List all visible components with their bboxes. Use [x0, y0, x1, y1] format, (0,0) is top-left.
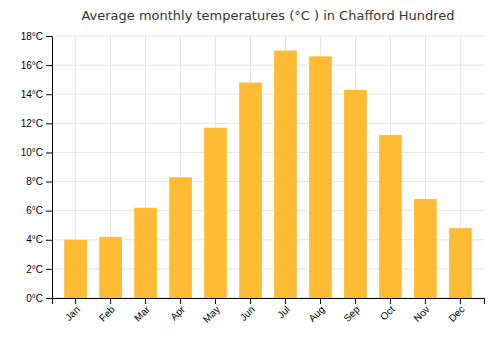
y-tick-label: 14°C [21, 89, 43, 100]
y-tick-mark [46, 240, 52, 241]
bar [134, 208, 157, 298]
x-tick-label: Mar [132, 303, 152, 323]
y-tick-mark [46, 94, 52, 95]
y-tick-mark [46, 152, 52, 153]
y-tick-mark [46, 211, 52, 212]
y-tick: 4°C [26, 234, 52, 245]
y-axis: 0°C 2°C 4°C 6°C 8°C 10°C 12°C 14°C 16°C 18°C [21, 31, 53, 304]
x-tick-label: Aug [306, 304, 326, 324]
axis-line [53, 299, 485, 305]
x-tick-mark [320, 298, 321, 304]
x-tick: Oct [378, 298, 397, 322]
y-tick-label: 4°C [26, 234, 43, 245]
y-tick: 10°C [21, 147, 52, 158]
y-tick-label: 16°C [21, 60, 43, 71]
x-tick-label: Nov [411, 304, 431, 324]
y-tick-label: 12°C [21, 118, 43, 129]
y-tick: 14°C [21, 89, 52, 100]
x-tick-mark [75, 298, 76, 304]
x-tick-label: Jan [63, 304, 82, 323]
x-tick-mark [180, 298, 181, 304]
x-tick-mark [285, 298, 286, 304]
y-tick-mark [46, 182, 52, 183]
bar [379, 135, 402, 298]
x-tick-mark [250, 298, 251, 304]
bar [169, 177, 192, 298]
title: Average monthly temperatures (°C ) in Ch… [81, 8, 454, 23]
bar [344, 90, 367, 298]
grid-line-y [52, 65, 484, 66]
y-tick-mark [46, 269, 52, 270]
y-tick-mark [46, 123, 52, 124]
x-tick-mark [215, 298, 216, 304]
bar [414, 199, 437, 298]
x-tick-label: Oct [378, 304, 397, 323]
x-tick-mark [355, 298, 356, 304]
chart: Jan Feb Mar Apr May Jun Jul Aug Sep Oct Nov Dec 0°C 2… [0, 0, 500, 350]
y-tick: 16°C [21, 60, 52, 71]
plot: Jan Feb Mar Apr May Jun Jul Aug Sep Oct Nov Dec 0°C 2… [21, 31, 485, 325]
bar [99, 237, 122, 298]
x-tick: Aug [306, 298, 326, 324]
y-tick: 12°C [21, 118, 52, 129]
x-tick-label: Dec [446, 304, 466, 324]
x-tick: Mar [132, 298, 152, 324]
y-tick: 6°C [26, 205, 52, 216]
x-tick: Feb [97, 298, 117, 324]
grid-line-y [52, 123, 484, 124]
bar [204, 128, 227, 298]
y-tick-label: 8°C [26, 176, 43, 187]
y-tick-label: 18°C [21, 31, 43, 42]
x-tick-mark [425, 298, 426, 304]
x-tick-mark [110, 298, 111, 304]
x-tick-label: Sep [341, 303, 362, 324]
x-tick: Dec [446, 298, 466, 324]
y-tick-label: 6°C [26, 205, 43, 216]
x-tick: Jan [63, 298, 82, 323]
y-tick-label: 2°C [26, 264, 43, 275]
y-tick: 0°C [26, 293, 52, 304]
grid-line-y [52, 181, 484, 182]
grid-line-y [52, 36, 484, 37]
x-axis: Jan Feb Mar Apr May Jun Jul Aug Sep Oct Nov Dec [53, 298, 485, 325]
y-tick-mark [46, 298, 52, 299]
y-tick-mark [46, 36, 52, 37]
bar [274, 51, 297, 298]
x-tick-label: Feb [97, 303, 117, 323]
x-tick-label: Jul [275, 304, 292, 321]
y-tick-mark [46, 65, 52, 66]
x-tick-mark [145, 298, 146, 304]
y-tick: 18°C [21, 31, 52, 42]
grid-line-y [52, 152, 484, 153]
y-tick: 8°C [26, 176, 52, 187]
x-tick-label: Apr [168, 303, 187, 322]
x-tick-mark [390, 298, 391, 304]
x-tick: Jul [275, 298, 292, 320]
x-tick-mark [460, 298, 461, 304]
x-tick: Sep [341, 298, 362, 324]
x-tick: Nov [411, 298, 431, 324]
x-tick: May [201, 298, 222, 325]
y-tick-label: 0°C [26, 293, 43, 304]
bar [449, 228, 472, 298]
axis-line [46, 37, 53, 299]
bar [239, 83, 262, 298]
grid [52, 36, 484, 298]
x-tick: Jun [238, 298, 257, 323]
bar [64, 240, 87, 298]
grid-line-y [52, 94, 484, 95]
x-tick-label: May [201, 304, 222, 325]
y-tick-label: 10°C [21, 147, 43, 158]
y-tick: 2°C [26, 264, 52, 275]
x-tick-label: Jun [238, 304, 257, 323]
bars [64, 51, 472, 298]
bar [309, 56, 332, 298]
x-tick: Apr [168, 298, 187, 322]
